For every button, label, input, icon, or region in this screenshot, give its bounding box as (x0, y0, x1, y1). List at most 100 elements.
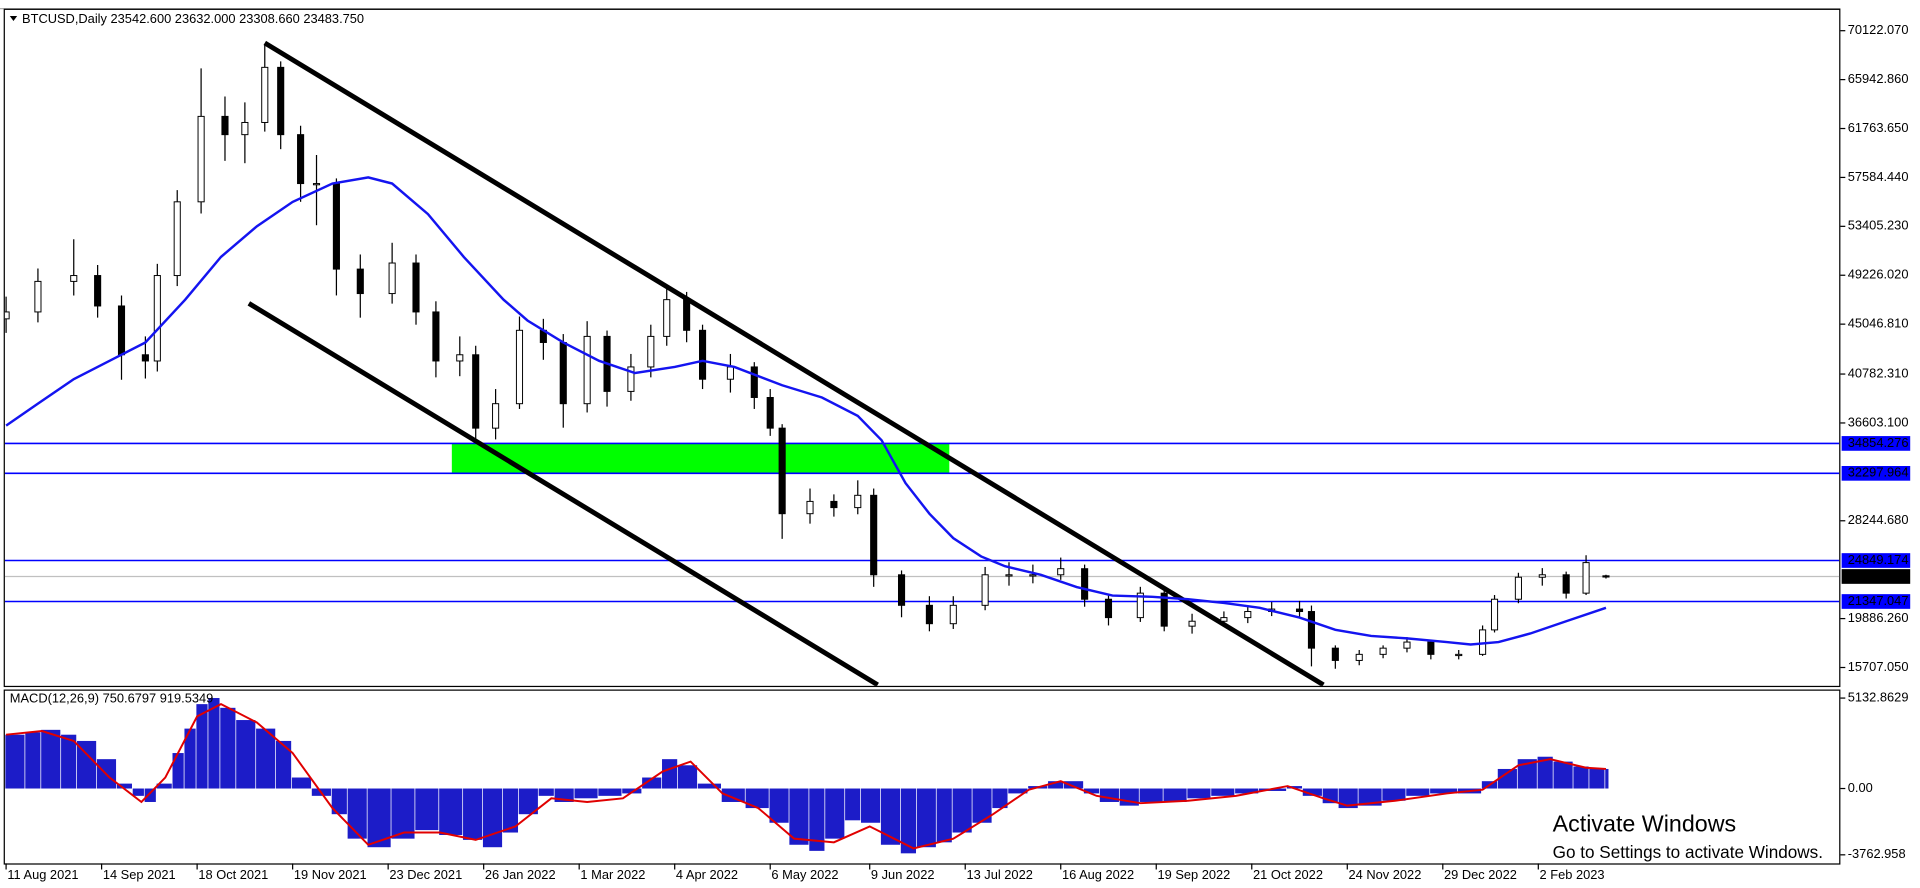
macd-bar (677, 765, 698, 789)
level-label: 34854.276 (1848, 435, 1909, 450)
candle-body (277, 66, 285, 136)
candle-body (1160, 592, 1168, 627)
macd-bar (642, 777, 662, 789)
macd-bar (900, 788, 916, 854)
level-label-box (1841, 436, 1911, 451)
candle-body (472, 354, 480, 429)
x-tick-label: 4 Apr 2022 (676, 867, 738, 882)
macd-bar (25, 732, 41, 789)
main-frame (3, 8, 1841, 688)
macd-bar (132, 788, 144, 796)
candle-body (432, 311, 440, 362)
macd-bar (574, 788, 598, 799)
macd-bar (291, 777, 312, 789)
x-tick-label: 14 Sep 2021 (103, 867, 176, 882)
y-tick-label: 70122.070 (1848, 22, 1909, 37)
candle-body (1295, 608, 1304, 613)
candle-body (726, 366, 734, 380)
y-tick-label: 45046.810 (1848, 316, 1909, 331)
candle-body (1188, 620, 1196, 627)
macd-bar (367, 788, 391, 848)
level-label: 21347.047 (1848, 593, 1909, 608)
candle-body (261, 66, 269, 123)
level-label-box (1841, 553, 1911, 568)
candle-body (173, 201, 181, 277)
candle-body (683, 299, 691, 331)
candle-body (1057, 568, 1065, 576)
x-tick-label: 2 Feb 2023 (1540, 867, 1605, 882)
macd-bar (1497, 768, 1517, 789)
candle-body (356, 268, 364, 295)
signal-line (5, 703, 1607, 850)
candle-body (1538, 574, 1546, 578)
candle-body (647, 335, 655, 368)
candle-body (981, 574, 989, 606)
macd-bar (1286, 786, 1303, 789)
candle-body (34, 280, 42, 313)
macd-bar (172, 753, 184, 789)
macd-bar (482, 788, 503, 848)
macd-title: MACD(12,26,9) 750.6797 919.5349 (10, 691, 214, 706)
macd-bar (61, 734, 77, 789)
macd-bar (1048, 781, 1064, 789)
candle-body (1403, 641, 1411, 649)
macd-bar (5, 734, 25, 789)
candle-body (1562, 574, 1570, 594)
macd-bar (916, 788, 936, 848)
x-tick-label: 26 Jan 2022 (485, 867, 556, 882)
y-tick-label: 5132.8629 (1848, 689, 1909, 704)
macd-bar (1517, 759, 1537, 789)
macd-bar (518, 788, 538, 815)
macd-bar (538, 788, 554, 796)
candle-body (117, 305, 126, 356)
candle-body (388, 262, 396, 295)
candle-body (141, 354, 149, 362)
candle-body (1602, 575, 1610, 578)
macd-bar (936, 788, 952, 843)
candle-body (492, 403, 500, 429)
candle-body (153, 275, 161, 362)
candle-body (412, 262, 420, 313)
x-tick-label: 9 Jun 2022 (871, 867, 935, 882)
candle-body (583, 335, 591, 405)
y-tick-label: 28244.680 (1848, 512, 1909, 527)
macd-bar (331, 788, 347, 815)
candle-body (312, 183, 321, 186)
candle-body (1029, 574, 1037, 577)
candle-body (1455, 653, 1463, 657)
y-tick-label: 65942.860 (1848, 71, 1909, 86)
macd-bar (1430, 788, 1458, 794)
macd-bar (196, 704, 208, 789)
macd-bar (76, 740, 97, 789)
y-tick-label: 53405.230 (1848, 218, 1909, 233)
candle-body (925, 604, 933, 625)
current-price-box (1841, 569, 1911, 584)
macd-bar (502, 788, 519, 833)
candle-body (663, 299, 671, 337)
x-tick-label: 11 Aug 2021 (7, 867, 78, 882)
macd-bar (256, 728, 276, 789)
candle-body (1490, 598, 1499, 631)
candle-body (854, 494, 862, 509)
macd-bar (1163, 788, 1187, 802)
candle-body (870, 494, 878, 576)
macd-bar (1008, 788, 1028, 794)
y-tick-label: -3762.958 (1848, 846, 1906, 861)
macd-bar (1537, 756, 1553, 789)
macd-bar (1358, 788, 1382, 806)
trendline (263, 40, 1325, 686)
candle-body (4, 311, 10, 320)
macd-bar (952, 788, 972, 833)
x-tick-label: 23 Dec 2021 (389, 867, 462, 882)
macd-bar (721, 788, 745, 802)
candle-body (456, 354, 464, 362)
candle-body (1355, 653, 1363, 661)
macd-bar (769, 788, 789, 823)
level-label: 32297.964 (1848, 465, 1909, 480)
candle-body (1582, 562, 1590, 594)
macd-bar (697, 783, 721, 789)
macd-bar (184, 728, 196, 789)
macd-bar (220, 707, 236, 789)
